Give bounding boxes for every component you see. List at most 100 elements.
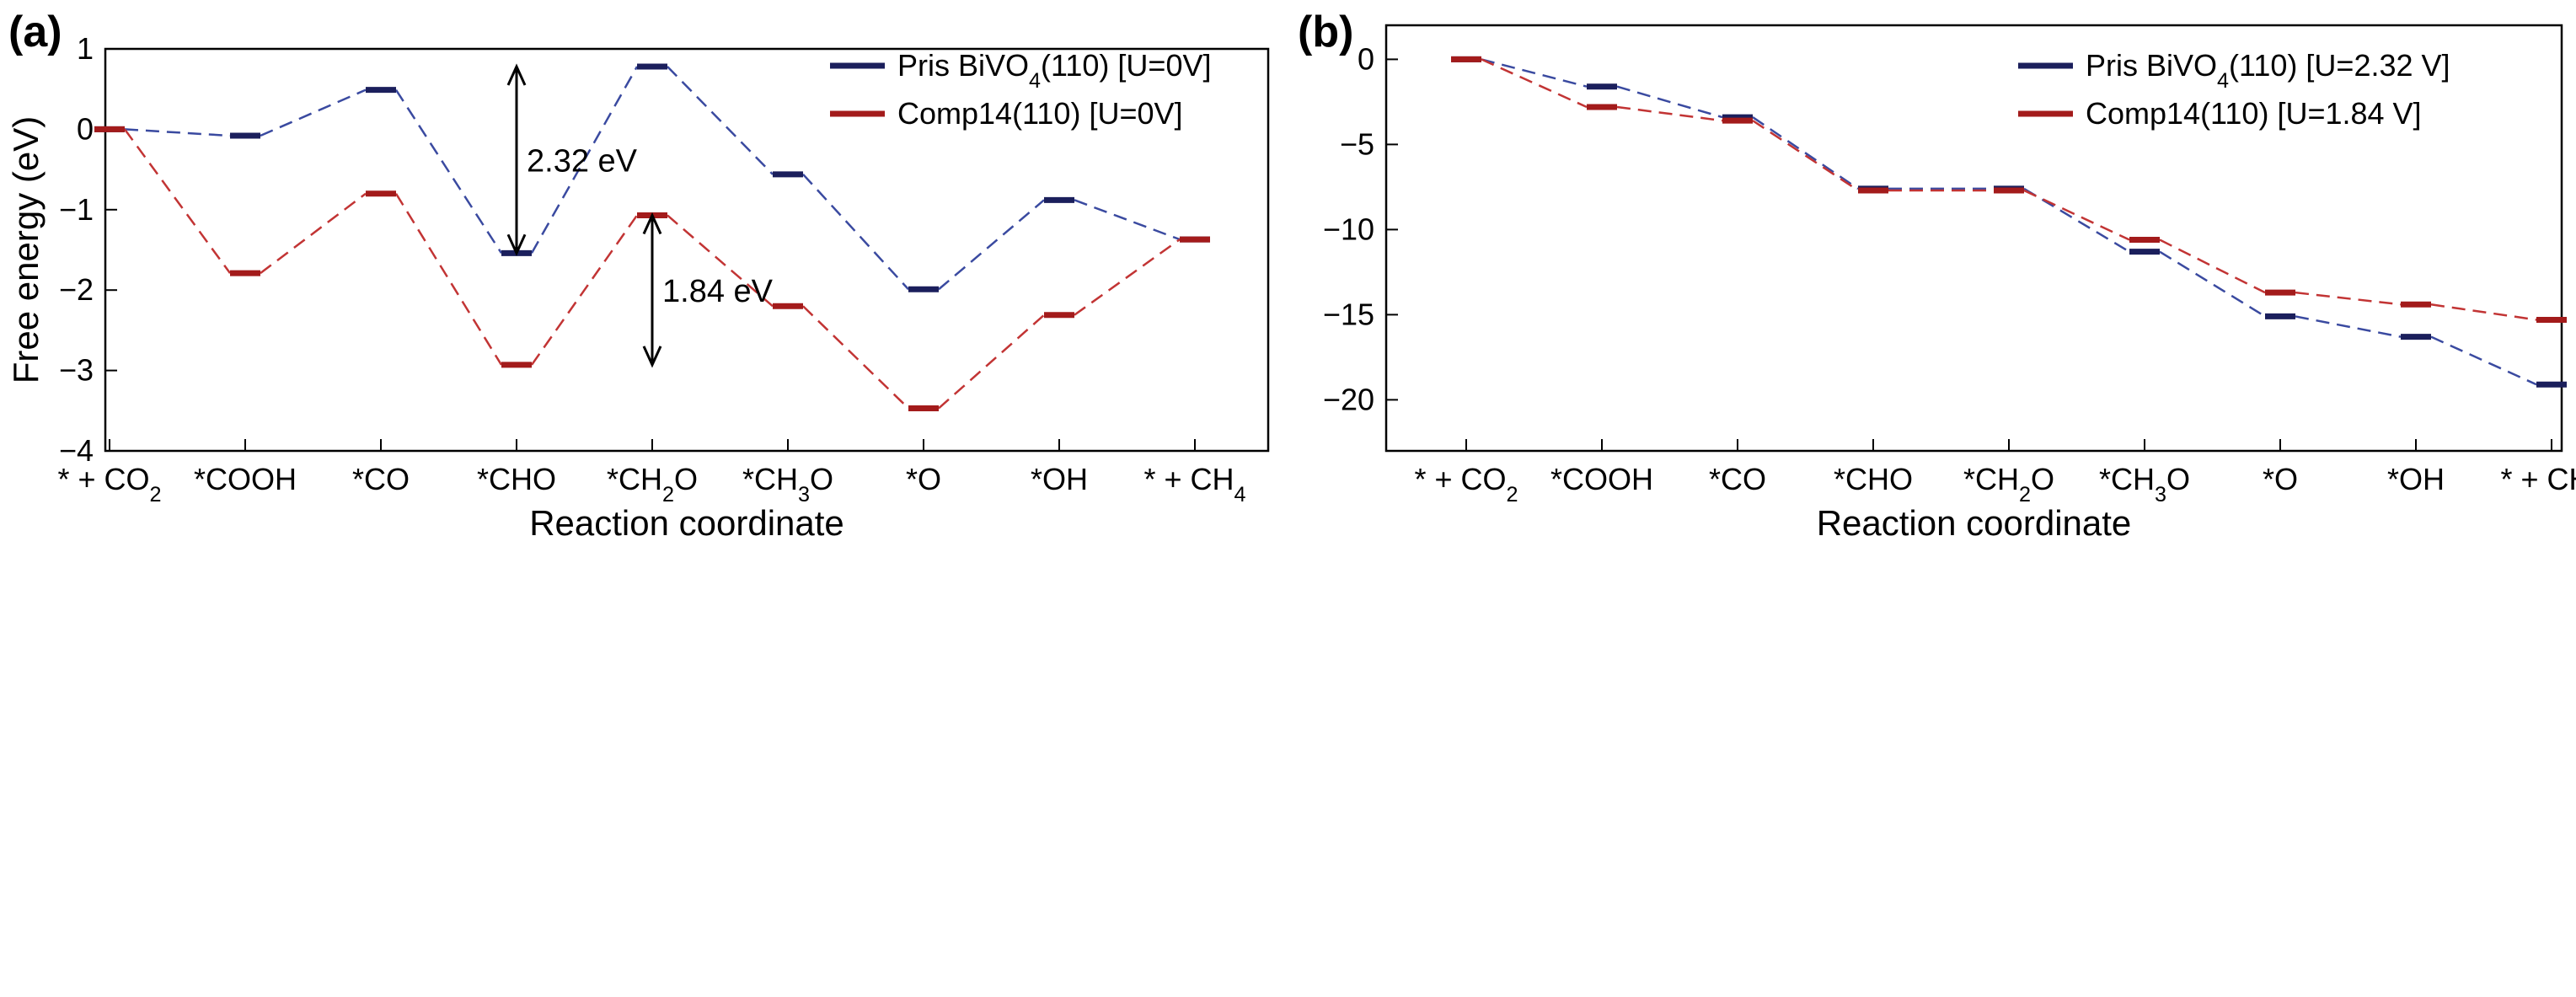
x-tick-label-base: * + CH	[2500, 462, 2576, 496]
series-connector	[938, 314, 1045, 410]
x-tick-label-base: *CH	[742, 462, 798, 496]
series-connector	[802, 173, 909, 291]
legend-entry: Comp14(110) [U=1.84 V]	[2086, 96, 2422, 131]
gap-arrow-head-top	[506, 63, 527, 86]
plot-frame	[1384, 24, 2563, 453]
x-tick-label-base: *OH	[1031, 462, 1088, 496]
x-tick-label: *COOH	[1550, 462, 1653, 496]
legend-entry-sub: 4	[2217, 69, 2229, 93]
y-tick-label: −4	[59, 433, 94, 468]
x-tick-label: * + CH4	[2500, 462, 2576, 507]
x-tick-label-base: * + CO	[57, 462, 149, 496]
series-connector	[1074, 239, 1181, 316]
series-connector	[394, 193, 503, 366]
legend-entry-base: Pris BiVO	[2086, 48, 2217, 83]
series-connector	[2295, 291, 2402, 306]
panel-label: (b)	[1298, 8, 1353, 56]
y-axis-title: Free energy (eV)	[6, 116, 46, 383]
x-tick-label-base: *O	[906, 462, 941, 496]
series-0	[94, 63, 1210, 292]
gap-label: 1.84 eV	[662, 274, 774, 309]
y-tick-label: −3	[59, 353, 94, 388]
series-connector	[667, 66, 774, 175]
x-tick-label: *CHO	[477, 462, 556, 496]
series-connector	[1752, 116, 1859, 190]
gap-label: 2.32 eV	[527, 144, 638, 180]
y-tick-label: −20	[1323, 382, 1374, 416]
series-connector	[2295, 315, 2402, 338]
x-tick-label: *CH3O	[2099, 462, 2190, 507]
x-tick-label-base: *CH	[2099, 462, 2155, 496]
x-tick-label-tail: O	[674, 462, 698, 496]
x-tick-label: * + CH4	[1143, 462, 1245, 507]
series-connector	[2159, 250, 2266, 318]
legend-entry: Pris BiVO4(110) [U=2.32 V]	[2086, 48, 2450, 93]
series-connector	[260, 88, 367, 137]
series-connector	[1481, 58, 1588, 88]
x-tick-label-base: *O	[2263, 462, 2298, 496]
gap-arrow-head-top	[642, 212, 662, 235]
series-connector	[667, 214, 774, 308]
x-tick-label: *OH	[1031, 462, 1088, 496]
x-tick-label: *O	[906, 462, 941, 496]
y-tick-label: 1	[77, 31, 94, 66]
panel-a-chart: (a) 10−1−2−3−4* + CO2 *COOH *CO *CHO *CH2O *CH…	[6, 8, 1270, 543]
gap-arrow-head-bottom	[506, 233, 527, 256]
x-axis-title: Reaction coordinate	[1817, 503, 2132, 543]
legend-entry-tail: (110) [U=2.32 V]	[2229, 48, 2450, 83]
x-tick-label: *CH3O	[742, 462, 833, 507]
series-1	[94, 126, 1210, 411]
y-tick-label: 0	[77, 111, 94, 146]
series-connector	[2023, 189, 2130, 241]
legend-entry-base: Comp14(110) [U=0V]	[897, 96, 1183, 131]
x-tick-label-sub: 2	[662, 483, 674, 507]
x-tick-label: *CH2O	[1963, 462, 2054, 507]
legend-entry: Comp14(110) [U=0V]	[897, 96, 1183, 131]
x-tick-label-base: *CHO	[477, 462, 556, 496]
y-tick-label: 0	[1358, 41, 1374, 76]
y-tick-label: −15	[1323, 297, 1374, 331]
x-tick-label-tail: O	[2166, 462, 2190, 496]
series-connector	[1752, 120, 1859, 191]
gap-arrow: 2.32 eV	[506, 63, 638, 256]
y-tick-label: −5	[1340, 126, 1374, 161]
y-tick-label: −10	[1323, 212, 1374, 246]
y-tick-label: −1	[59, 192, 94, 227]
gap-arrow-head-bottom	[642, 346, 662, 368]
x-tick-label-base: * + CO	[1414, 462, 1506, 496]
legend-entry-base: Comp14(110) [U=1.84 V]	[2086, 96, 2422, 131]
panel-label: (a)	[8, 8, 62, 56]
plot-frame	[104, 47, 1270, 453]
x-tick-label-sub: 3	[798, 483, 810, 507]
x-tick-label-base: *CH	[1963, 462, 2019, 496]
series-connector	[123, 128, 232, 274]
x-tick-label: *CH2O	[607, 462, 698, 507]
series-connector	[2159, 239, 2266, 294]
x-tick-label-base: *CO	[1709, 462, 1766, 496]
gap-arrow: 1.84 eV	[642, 212, 774, 368]
x-tick-label-base: *CO	[352, 462, 410, 496]
series-connector	[260, 192, 367, 275]
x-tick-label-tail: O	[2031, 462, 2054, 496]
legend-entry-base: Pris BiVO	[897, 48, 1029, 83]
x-tick-label-base: *CH	[607, 462, 662, 496]
panel-b-chart: (b)0−5−10−15−20* + CO2 *COOH *CO *CHO *CH2O *…	[1298, 8, 2576, 543]
x-tick-label: *CHO	[1834, 462, 1913, 496]
x-tick-label: *CO	[1709, 462, 1766, 496]
x-tick-label-base: *COOH	[194, 462, 297, 496]
series-connector	[394, 88, 503, 254]
x-tick-label: *O	[2263, 462, 2298, 496]
x-tick-label: *OH	[2387, 462, 2445, 496]
series-connector	[2023, 187, 2130, 253]
x-tick-label-sub: 2	[1507, 483, 1518, 507]
x-tick-label-sub: 4	[1234, 483, 1246, 507]
series-connector	[802, 305, 909, 410]
x-tick-label-base: *CHO	[1834, 462, 1913, 496]
x-tick-label: *COOH	[194, 462, 297, 496]
x-tick-label-sub: 2	[150, 483, 162, 507]
series-connector	[530, 214, 639, 366]
x-tick-label-base: *COOH	[1550, 462, 1653, 496]
legend-entry-sub: 4	[1029, 69, 1041, 93]
series-connector	[2430, 335, 2537, 386]
